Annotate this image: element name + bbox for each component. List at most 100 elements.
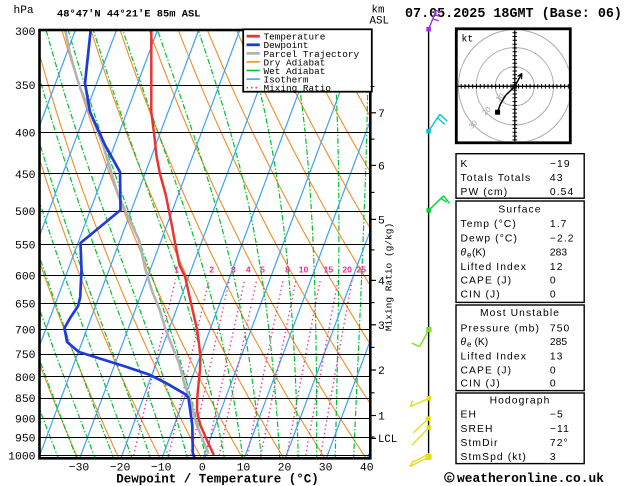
svg-text:1.7: 1.7 xyxy=(550,219,568,230)
svg-text:2: 2 xyxy=(378,366,385,378)
svg-text:8: 8 xyxy=(285,264,290,274)
svg-text:650: 650 xyxy=(15,300,36,312)
svg-text:0: 0 xyxy=(550,290,557,301)
svg-text:Totals Totals: Totals Totals xyxy=(461,173,532,184)
svg-text:5: 5 xyxy=(378,215,385,227)
svg-text:e: e xyxy=(467,340,472,349)
svg-text:7: 7 xyxy=(378,109,385,121)
svg-text:3: 3 xyxy=(231,264,236,274)
svg-text:(K): (K) xyxy=(472,247,486,258)
svg-text:400: 400 xyxy=(15,128,36,140)
svg-text:Lifted Index: Lifted Index xyxy=(461,351,527,362)
svg-text:550: 550 xyxy=(15,241,36,253)
svg-text:20: 20 xyxy=(342,264,352,274)
svg-text:800: 800 xyxy=(15,373,36,385)
svg-text:−2.2: −2.2 xyxy=(550,233,575,244)
svg-text:40: 40 xyxy=(360,463,374,475)
svg-text:48°47'N 44°21'E 85m ASL: 48°47'N 44°21'E 85m ASL xyxy=(57,9,200,21)
svg-text:1: 1 xyxy=(378,412,385,424)
svg-text:72°: 72° xyxy=(550,438,569,449)
svg-text:1: 1 xyxy=(174,264,179,274)
svg-text:Most Unstable: Most Unstable xyxy=(480,308,560,319)
svg-text:Isotherm: Isotherm xyxy=(264,75,309,86)
svg-text:CIN (J): CIN (J) xyxy=(461,290,501,301)
svg-text:hPa: hPa xyxy=(14,5,34,17)
svg-text:30: 30 xyxy=(319,463,333,475)
svg-text:15: 15 xyxy=(324,264,334,274)
svg-text:Hodograph: Hodograph xyxy=(490,395,551,406)
svg-text:0: 0 xyxy=(550,366,557,377)
svg-text:750: 750 xyxy=(550,323,570,334)
svg-text:283: 283 xyxy=(550,247,567,258)
svg-text:Dry Adiabat: Dry Adiabat xyxy=(264,57,326,68)
svg-text:km: km xyxy=(372,5,385,17)
svg-text:c: c xyxy=(447,474,452,484)
svg-text:Pressure (mb): Pressure (mb) xyxy=(461,323,541,334)
svg-text:Temp (°C): Temp (°C) xyxy=(461,219,517,230)
svg-text:0.54: 0.54 xyxy=(550,187,574,198)
svg-text:CAPE (J): CAPE (J) xyxy=(461,366,513,377)
svg-text:−11: −11 xyxy=(550,424,570,435)
svg-text:Dewpoint / Temperature (°C): Dewpoint / Temperature (°C) xyxy=(116,473,319,486)
svg-text:500: 500 xyxy=(15,207,36,219)
svg-text:K: K xyxy=(461,159,469,170)
svg-text:300: 300 xyxy=(15,27,36,39)
svg-text:2: 2 xyxy=(209,264,214,274)
svg-text:13: 13 xyxy=(550,351,564,362)
svg-text:5: 5 xyxy=(260,264,265,274)
svg-text:285: 285 xyxy=(550,337,567,348)
svg-text:900: 900 xyxy=(15,414,36,426)
svg-text:850: 850 xyxy=(15,394,36,406)
svg-text:3: 3 xyxy=(550,452,557,463)
svg-text:Dewp (°C): Dewp (°C) xyxy=(461,233,519,244)
svg-text:4: 4 xyxy=(246,264,251,274)
svg-text:750: 750 xyxy=(15,350,36,362)
svg-text:0: 0 xyxy=(550,378,557,389)
svg-text:PW (cm): PW (cm) xyxy=(461,187,509,198)
svg-text:Surface: Surface xyxy=(498,205,541,216)
svg-text:1000: 1000 xyxy=(8,452,36,464)
svg-text:Mixing Ratio (g/kg): Mixing Ratio (g/kg) xyxy=(384,223,395,331)
svg-text:e: e xyxy=(467,250,472,259)
svg-text:43: 43 xyxy=(550,173,564,184)
svg-text:StmSpd (kt): StmSpd (kt) xyxy=(461,452,527,463)
svg-text:−30: −30 xyxy=(69,463,90,475)
svg-text:0: 0 xyxy=(199,463,206,475)
svg-text:700: 700 xyxy=(15,326,36,338)
svg-text:weatheronline.co.uk: weatheronline.co.uk xyxy=(457,471,604,486)
svg-text:3: 3 xyxy=(378,321,385,333)
svg-text:EH: EH xyxy=(461,410,478,421)
svg-text:LCL: LCL xyxy=(378,434,397,446)
svg-text:0: 0 xyxy=(550,276,557,287)
svg-text:ASL: ASL xyxy=(370,16,389,28)
svg-text:Lifted Index: Lifted Index xyxy=(461,262,527,273)
svg-text:SREH: SREH xyxy=(461,424,494,435)
svg-text:25: 25 xyxy=(357,264,367,274)
svg-text:StmDir: StmDir xyxy=(461,438,499,449)
svg-text:−10: −10 xyxy=(151,463,172,475)
svg-text:600: 600 xyxy=(15,271,36,283)
svg-text:6: 6 xyxy=(378,161,385,173)
svg-text:CAPE (J): CAPE (J) xyxy=(461,276,513,287)
svg-text:450: 450 xyxy=(15,170,36,182)
svg-text:950: 950 xyxy=(15,433,36,445)
svg-text:−20: −20 xyxy=(110,463,131,475)
svg-text:07.05.2025 18GMT (Base: 06): 07.05.2025 18GMT (Base: 06) xyxy=(405,7,622,22)
svg-text:(K): (K) xyxy=(475,337,489,348)
svg-text:12: 12 xyxy=(550,262,564,273)
svg-text:10: 10 xyxy=(299,264,309,274)
svg-text:θ: θ xyxy=(461,337,467,348)
svg-text:Dewpoint: Dewpoint xyxy=(264,40,309,51)
svg-text:θ: θ xyxy=(461,247,467,258)
svg-text:350: 350 xyxy=(15,81,36,93)
svg-text:10: 10 xyxy=(237,463,251,475)
svg-text:−5: −5 xyxy=(550,410,564,421)
svg-text:4: 4 xyxy=(378,276,385,288)
svg-text:CIN (J): CIN (J) xyxy=(461,378,501,389)
svg-text:Temperature: Temperature xyxy=(264,32,326,43)
svg-text:20: 20 xyxy=(278,463,292,475)
svg-text:Parcel Trajectory: Parcel Trajectory xyxy=(264,49,360,60)
svg-text:Wet Adiabat: Wet Adiabat xyxy=(264,66,326,77)
svg-text:kt: kt xyxy=(462,34,474,45)
svg-text:−19: −19 xyxy=(550,159,571,170)
